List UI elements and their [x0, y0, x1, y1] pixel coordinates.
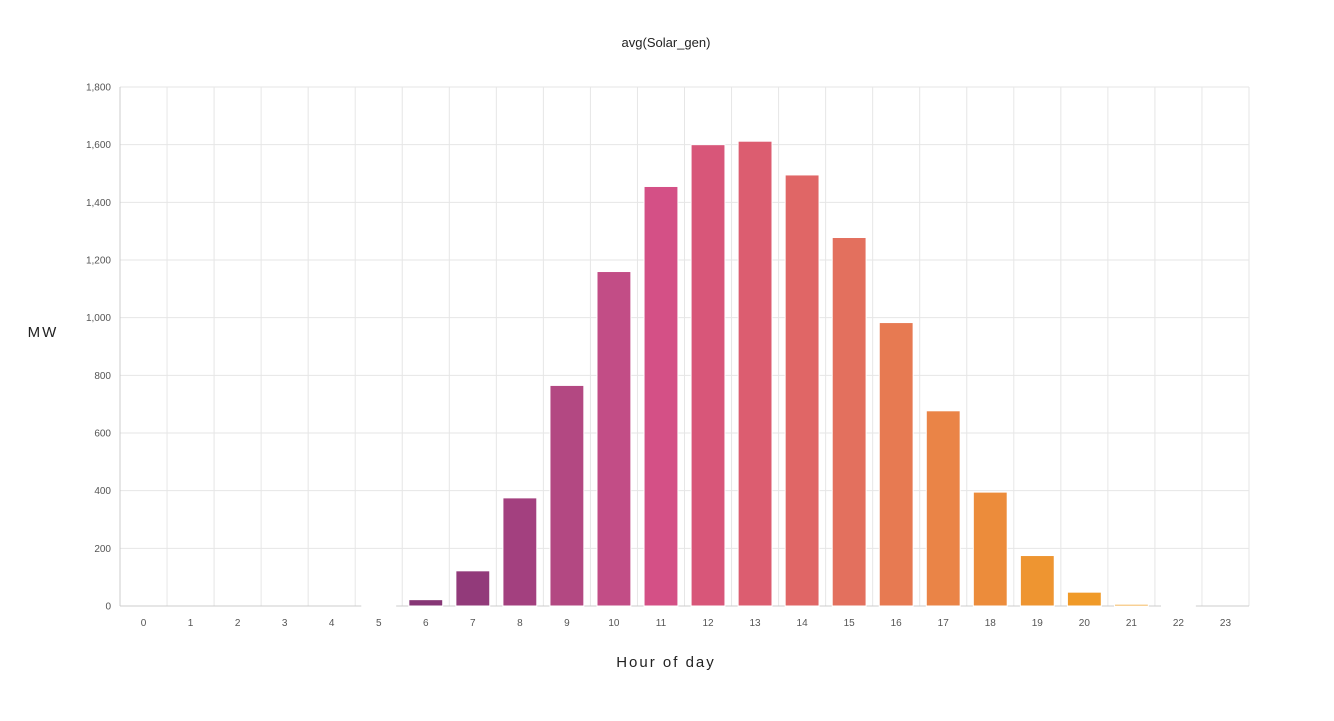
bar-hour-19[interactable] — [1019, 555, 1055, 607]
y-tick-label: 1,800 — [86, 83, 111, 94]
x-tick-label: 23 — [1220, 618, 1232, 629]
x-tick-label: 8 — [517, 618, 523, 629]
x-tick-label: 16 — [891, 618, 903, 629]
bar-hour-21[interactable] — [1113, 603, 1149, 607]
y-axis-title: MW — [28, 324, 59, 341]
x-tick-label: 20 — [1079, 618, 1091, 629]
x-tick-label: 3 — [282, 618, 288, 629]
bar-hour-15[interactable] — [831, 237, 867, 607]
y-tick-label: 1,000 — [86, 313, 111, 324]
x-tick-label: 1 — [188, 618, 194, 629]
x-tick-label: 9 — [564, 618, 570, 629]
x-tick-label: 22 — [1173, 618, 1185, 629]
bar-hour-8[interactable] — [502, 497, 538, 607]
x-tick-label: 7 — [470, 618, 476, 629]
grid-layer — [119, 86, 1250, 607]
x-tick-label: 12 — [702, 618, 714, 629]
y-tick-label: 1,400 — [86, 198, 111, 209]
y-tick-label: 800 — [94, 371, 111, 382]
bar-hour-7[interactable] — [455, 570, 491, 607]
x-tick-label: 10 — [608, 618, 620, 629]
bar-hour-6[interactable] — [408, 599, 444, 607]
x-tick-label: 5 — [376, 618, 382, 629]
x-tick-label: 21 — [1126, 618, 1138, 629]
y-tick-label: 1,600 — [86, 140, 111, 151]
bar-hour-17[interactable] — [925, 410, 961, 607]
y-tick-label: 0 — [105, 602, 111, 613]
x-tick-label: 18 — [985, 618, 997, 629]
x-tick-label: 0 — [141, 618, 147, 629]
bar-hour-13[interactable] — [737, 140, 773, 607]
bar-hour-5[interactable] — [361, 604, 397, 607]
y-tick-label: 200 — [94, 544, 111, 555]
bar-hour-9[interactable] — [549, 384, 585, 607]
x-tick-label: 17 — [938, 618, 950, 629]
y-axis-ticks: 0 200 400 600 800 1,000 1,200 1,400 1,600 1,800 — [86, 83, 111, 613]
x-tick-label: 13 — [750, 618, 762, 629]
x-tick-label: 11 — [656, 618, 667, 629]
bar-hour-11[interactable] — [643, 185, 679, 607]
bars-layer — [361, 140, 1196, 607]
bar-hour-22[interactable] — [1161, 604, 1196, 607]
bar-hour-16[interactable] — [878, 322, 914, 607]
x-tick-label: 15 — [844, 618, 856, 629]
y-tick-label: 600 — [94, 429, 111, 440]
x-tick-label: 14 — [797, 618, 809, 629]
x-axis-ticks: 0 1 2 3 4 5 6 7 8 9 10 11 12 13 14 15 16 17 18 19 20 21 22 23 — [141, 618, 1232, 629]
bar-hour-20[interactable] — [1066, 591, 1102, 607]
x-tick-label: 19 — [1032, 618, 1044, 629]
y-tick-label: 1,200 — [86, 256, 111, 267]
x-axis-title: Hour of day — [616, 654, 716, 671]
bar-hour-10[interactable] — [596, 271, 632, 607]
bar-hour-12[interactable] — [690, 144, 726, 607]
chart-title: avg(Solar_gen) — [622, 35, 711, 50]
x-tick-label: 6 — [423, 618, 429, 629]
x-tick-label: 2 — [235, 618, 241, 629]
bar-hour-18[interactable] — [972, 491, 1008, 607]
bar-hour-14[interactable] — [784, 174, 820, 607]
y-tick-label: 400 — [94, 486, 111, 497]
x-tick-label: 4 — [329, 618, 335, 629]
